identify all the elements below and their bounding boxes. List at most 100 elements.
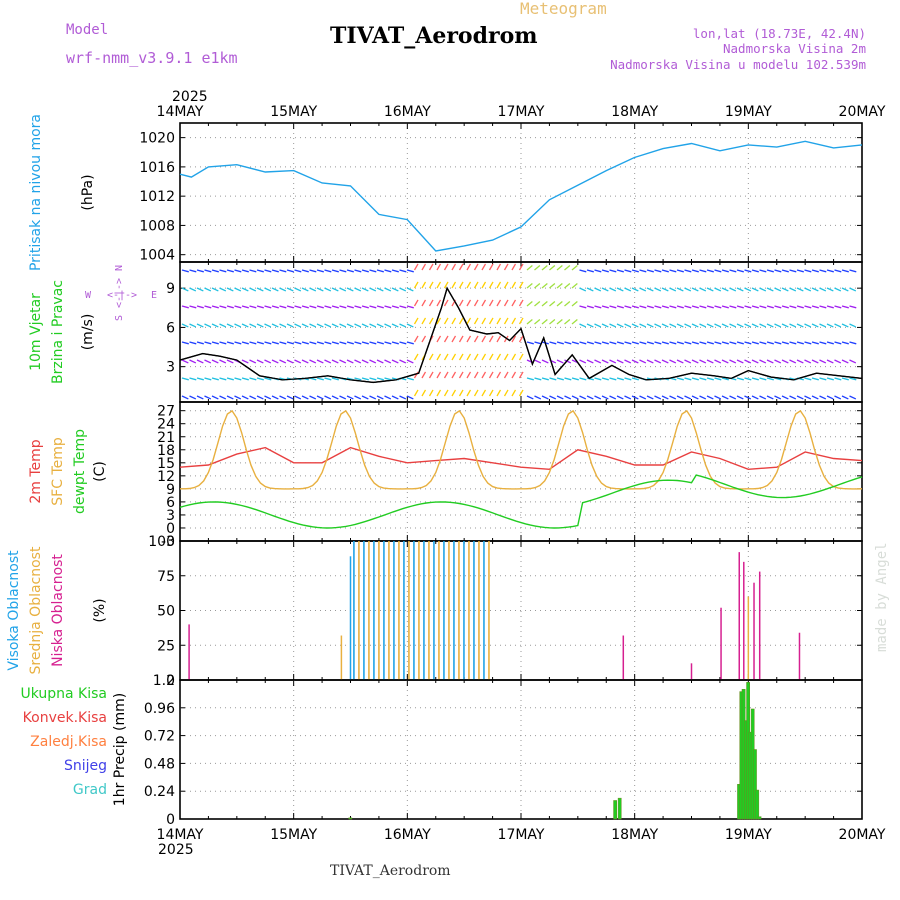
wind-barb (324, 323, 332, 328)
wind-barb (639, 269, 647, 273)
wind-barb (556, 377, 564, 381)
wind-barb (571, 265, 578, 271)
wind-barb (361, 269, 369, 273)
wind-barb (316, 377, 324, 381)
wind-barb (406, 269, 414, 273)
wind-barb (324, 341, 332, 345)
wind-barb (511, 335, 517, 343)
date-label-bottom: 17MAY (498, 827, 545, 843)
wind-barb (473, 299, 479, 307)
wind-barb (571, 319, 578, 325)
sfc-temp-line (180, 409, 863, 490)
precip-bar (753, 749, 757, 820)
wind-barb (256, 305, 264, 309)
wind-barb (376, 305, 384, 309)
wind-barb (391, 341, 399, 345)
y-tick-label: -3 (161, 534, 175, 550)
wind-barb (339, 359, 347, 364)
wind-barb (579, 269, 587, 273)
wind-barb (473, 389, 479, 397)
wind-barb (736, 269, 744, 273)
wind-barb (526, 395, 534, 400)
wind-barb (819, 341, 827, 345)
wind-barb (661, 323, 669, 328)
credit-label: made by Angel (874, 542, 890, 652)
footer-station: TIVAT_Aerodrom (330, 863, 451, 879)
wind-barb (384, 395, 392, 400)
wind-barb (413, 353, 419, 361)
wind-barb (488, 335, 494, 343)
wind-barb (376, 323, 384, 328)
wind-barb (443, 281, 449, 289)
wind-barb (744, 377, 752, 381)
wind-barb (661, 341, 669, 345)
wind-barb (646, 287, 654, 292)
wind-barb (639, 341, 647, 345)
wind-barb (586, 269, 594, 273)
wind-barb (458, 263, 464, 271)
wind-barb (826, 287, 834, 292)
wind-barb (241, 341, 249, 345)
wind-barb (196, 305, 204, 309)
date-label-top: 15MAY (270, 104, 317, 120)
wind-barb (609, 287, 617, 292)
wind-barb (706, 269, 714, 273)
wind-barb (781, 305, 789, 309)
wind-barb (849, 395, 857, 400)
wind-barb (413, 263, 419, 271)
wind-barb (526, 341, 534, 345)
wind-barb (826, 269, 834, 273)
wind-barb (541, 359, 549, 364)
wind-barb (826, 377, 834, 381)
wind-barb (721, 269, 729, 273)
wind-barb (443, 371, 449, 379)
wind-barb (451, 371, 457, 379)
wind-barb (646, 359, 654, 364)
wind-barb (361, 305, 369, 309)
compass-label: N (114, 265, 125, 271)
cloud-ylabels: Visoka Oblacnost Srednja Oblacnost Niska O… (6, 546, 108, 674)
wind-barb (451, 389, 457, 397)
wind-barb (609, 323, 617, 328)
wind-barb (466, 263, 472, 271)
wind-barb (601, 287, 609, 292)
wind-barb (256, 323, 264, 328)
y-tick-label: 9 (166, 281, 175, 297)
wind-barb (294, 359, 302, 364)
wind-barb (361, 395, 369, 400)
wind-barb (774, 287, 782, 292)
wind-barb (301, 341, 309, 345)
wind-barb (639, 359, 647, 364)
wind-barb (631, 341, 639, 345)
wind-barb (473, 371, 479, 379)
wind-barb (256, 287, 264, 292)
wind-barb (669, 359, 677, 364)
wind-barb (706, 377, 714, 381)
wind-barb (736, 341, 744, 345)
wind-barb (181, 377, 189, 381)
wind-barb (451, 317, 457, 325)
wind-barb (594, 395, 602, 400)
wind-barb (249, 341, 257, 345)
wind-barb (354, 377, 362, 381)
wind-barb (774, 323, 782, 328)
wind-barb (354, 341, 362, 345)
wind-barb (616, 359, 624, 364)
wind-barb (286, 305, 294, 309)
wind-barb (586, 359, 594, 364)
wind-barb (534, 341, 542, 345)
wind-barb (181, 359, 189, 364)
wind-barb (819, 359, 827, 364)
wind-barb (249, 305, 257, 309)
wind-barb (458, 353, 464, 361)
wind-barb (721, 341, 729, 345)
wind-barb (473, 281, 479, 289)
wind-barb (503, 317, 509, 325)
wind-barb (669, 269, 677, 273)
wind-barb (421, 389, 427, 397)
wind-barb (579, 377, 587, 381)
wind-barb (473, 353, 479, 361)
compass-arrows: <-|-> (114, 278, 125, 308)
wind-barb (616, 341, 624, 345)
wind-barb (766, 305, 774, 309)
